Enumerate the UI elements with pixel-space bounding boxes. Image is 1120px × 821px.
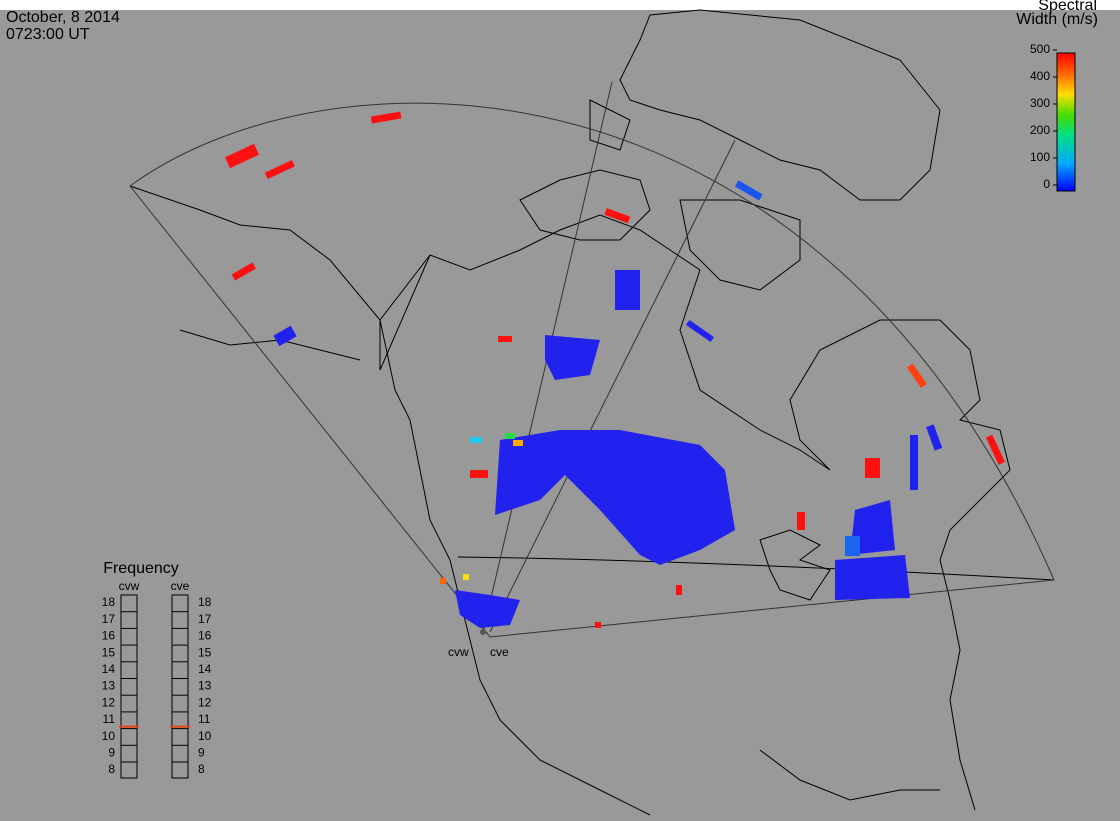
colorbar-tick-label: 300 bbox=[1030, 96, 1050, 110]
arctic-islands bbox=[519, 99, 801, 291]
echo-cluster bbox=[495, 430, 570, 515]
frequency-radar-label: cvw bbox=[119, 579, 140, 593]
colorbar-tick-label: 200 bbox=[1030, 123, 1050, 137]
echo-cluster bbox=[545, 335, 600, 380]
echo bbox=[273, 325, 297, 347]
colorbar-tick-label: 100 bbox=[1030, 150, 1050, 164]
echo-cluster bbox=[455, 590, 520, 628]
coast-gulf bbox=[759, 749, 940, 801]
frequency-tick-label: 9 bbox=[108, 745, 115, 759]
echo bbox=[595, 622, 601, 628]
frequency-tick-label: 8 bbox=[108, 762, 115, 776]
coastlines bbox=[129, 9, 1055, 816]
echo bbox=[926, 424, 943, 451]
frequency-tick-label: 11 bbox=[103, 712, 116, 726]
echo bbox=[910, 435, 918, 490]
echo bbox=[231, 262, 256, 281]
colorbar-tick-label: 500 bbox=[1030, 42, 1050, 56]
colorbar-tick-label: 400 bbox=[1030, 69, 1050, 83]
echo bbox=[498, 336, 512, 342]
frequency-tick-label: 13 bbox=[102, 679, 116, 693]
frequency-tick-label: 17 bbox=[198, 612, 212, 626]
border-alaska bbox=[379, 254, 431, 370]
frequency-tick-label: 14 bbox=[198, 662, 212, 676]
echo-cluster bbox=[550, 430, 735, 565]
frequency-tick-label: 10 bbox=[102, 729, 116, 743]
colorbar-tick-label: 0 bbox=[1043, 177, 1050, 191]
frequency-tick-label: 17 bbox=[102, 612, 116, 626]
great-lakes bbox=[759, 529, 831, 601]
frequency-tick-label: 18 bbox=[102, 595, 116, 609]
frequency-tick-label: 8 bbox=[198, 762, 205, 776]
echo bbox=[734, 180, 763, 201]
echo bbox=[615, 270, 640, 310]
top-band bbox=[0, 0, 1120, 10]
echo bbox=[685, 319, 715, 343]
frequency-tick-label: 12 bbox=[198, 695, 212, 709]
echo bbox=[604, 208, 631, 224]
echo bbox=[440, 578, 446, 584]
frequency-radar-label: cve bbox=[171, 579, 190, 593]
radar-site-label: cve bbox=[490, 645, 509, 659]
echo bbox=[513, 440, 523, 446]
frequency-tick-label: 14 bbox=[102, 662, 116, 676]
colorbar-title: Spectral bbox=[1038, 0, 1097, 14]
radar-site bbox=[480, 629, 486, 635]
frequency-title: Frequency bbox=[103, 560, 179, 577]
fov-outline bbox=[129, 102, 1055, 638]
echo bbox=[797, 512, 805, 530]
frequency-tick-label: 13 bbox=[198, 679, 212, 693]
frequency-tick-label: 15 bbox=[102, 645, 116, 659]
echo bbox=[463, 574, 469, 580]
echo bbox=[264, 160, 295, 180]
echo bbox=[470, 437, 482, 443]
colorbar bbox=[1056, 52, 1076, 192]
echo bbox=[845, 536, 860, 556]
colorbar-title: Width (m/s) bbox=[1016, 11, 1098, 28]
echo-cluster bbox=[850, 500, 895, 555]
time: 0723:00 UT bbox=[6, 26, 90, 43]
echo bbox=[505, 433, 515, 439]
beam-line bbox=[489, 139, 736, 633]
border-49 bbox=[457, 556, 1055, 581]
frequency-tick-label: 16 bbox=[198, 629, 212, 643]
frequency-tick-label: 12 bbox=[102, 695, 116, 709]
echo bbox=[676, 585, 682, 595]
frequency-tick-label: 16 bbox=[102, 629, 116, 643]
coast-west bbox=[129, 185, 651, 816]
coast-north-east bbox=[379, 214, 1011, 811]
greenland bbox=[619, 9, 941, 201]
frequency-tick-label: 11 bbox=[198, 712, 211, 726]
echoes bbox=[224, 111, 1005, 628]
echo bbox=[906, 363, 927, 388]
echo bbox=[224, 143, 260, 169]
date: October, 8 2014 bbox=[6, 9, 120, 26]
frequency-tick-label: 10 bbox=[198, 729, 212, 743]
echo bbox=[985, 434, 1005, 465]
frequency-tick-label: 15 bbox=[198, 645, 212, 659]
echo bbox=[470, 470, 488, 478]
echo-cluster bbox=[835, 555, 910, 600]
frequency-tick-label: 9 bbox=[198, 745, 205, 759]
frequency-tick-label: 18 bbox=[198, 595, 212, 609]
radar-site-label: cvw bbox=[448, 645, 469, 659]
echo bbox=[370, 111, 402, 124]
echo bbox=[865, 458, 880, 478]
